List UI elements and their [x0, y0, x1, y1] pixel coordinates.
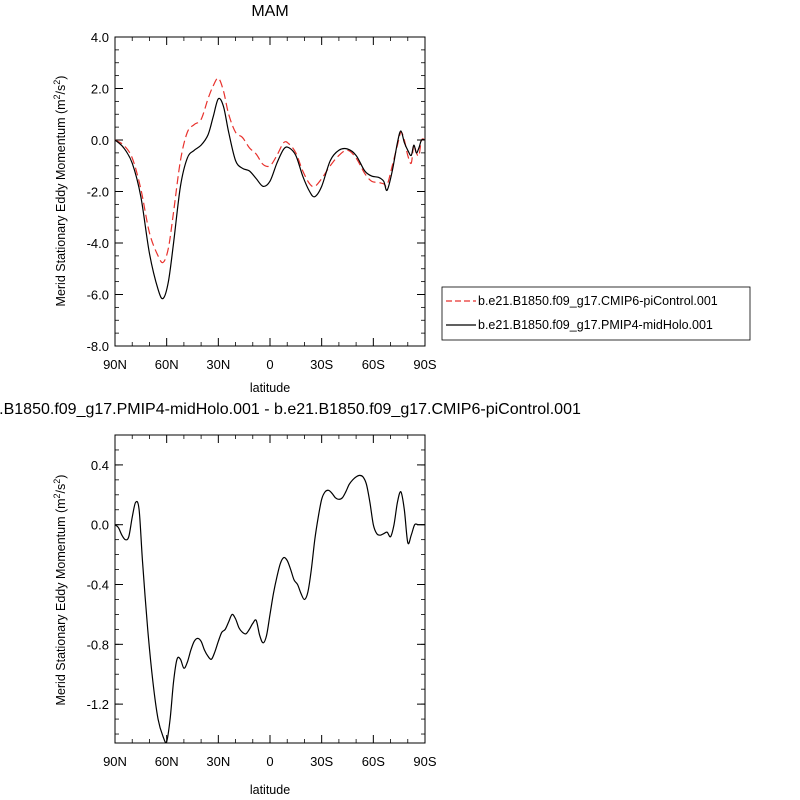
y-tick-label: -0.4 — [87, 578, 109, 593]
plot-frame — [114, 434, 426, 744]
y-tick-label: 4.0 — [91, 30, 109, 45]
x-tick-label: 90S — [413, 357, 436, 372]
x-tick-label: 60N — [155, 357, 179, 372]
y-tick-label: -4.0 — [87, 236, 109, 251]
y-tick-label: 0.4 — [91, 458, 109, 473]
legend-label-picontrol: b.e21.B1850.f09_g17.CMIP6-piControl.001 — [478, 294, 718, 308]
x-tick-label: 60S — [362, 357, 385, 372]
x-tick-label: 30N — [206, 357, 230, 372]
x-tick-label: 0 — [266, 754, 273, 769]
y-tick-label: -0.8 — [87, 637, 109, 652]
series-line-difference — [114, 474, 425, 744]
series-line-midholo — [114, 97, 426, 300]
y-tick-label: 2.0 — [91, 82, 109, 97]
x-tick-label: 30N — [206, 754, 230, 769]
y-tick-label: -1.2 — [87, 697, 109, 712]
x-tick-label: 30S — [310, 357, 333, 372]
top-chart-panel: MAM 90N 60N 30N 0 30S 60S 90S 4.0 2.0 0.0 -2.0 -4.0… — [52, 3, 751, 395]
y-tick-label: -8.0 — [87, 339, 109, 354]
y-tick-label: -2.0 — [87, 185, 109, 200]
legend: b.e21.B1850.f09_g17.CMIP6-piControl.001 … — [441, 286, 751, 341]
x-tick-label: 90N — [103, 754, 127, 769]
x-axis-label: latitude — [250, 381, 290, 395]
x-tick-label: 30S — [310, 754, 333, 769]
y-tick-label: -6.0 — [87, 288, 109, 303]
x-tick-label: 90S — [413, 754, 436, 769]
x-tick-label: 0 — [266, 357, 273, 372]
y-axis-label: Merid Stationary Eddy Momentum (m2/s2) — [52, 76, 68, 307]
series-line-picontrol — [114, 77, 426, 264]
legend-box — [441, 286, 751, 341]
chart-title: MAM — [251, 3, 288, 20]
y-tick-label: 0.0 — [91, 518, 109, 533]
x-axis-label: latitude — [250, 783, 290, 797]
plot-area: 90N 60N 30N 0 30S 60S 90S 0.4 0.0 -0.4 -0.8 -1.2 — [87, 434, 437, 769]
x-tick-label: 60S — [362, 754, 385, 769]
difference-chart-title: b.e21.B1850.f09_g17.PMIP4-midHolo.001 - … — [0, 401, 581, 418]
x-tick-label: 90N — [103, 357, 127, 372]
x-tick-label: 60N — [155, 754, 179, 769]
legend-label-midholo: b.e21.B1850.f09_g17.PMIP4-midHolo.001 — [478, 318, 713, 332]
y-tick-label: 0.0 — [91, 133, 109, 148]
y-axis-label: Merid Stationary Eddy Momentum (m2/s2) — [52, 475, 68, 706]
plot-frame — [114, 36, 426, 347]
bottom-chart-panel: b.e21.B1850.f09_g17.PMIP4-midHolo.001 - … — [0, 401, 581, 797]
plot-area: 90N 60N 30N 0 30S 60S 90S 4.0 2.0 0.0 -2.0 -4.0 -6.0… — [87, 30, 437, 372]
